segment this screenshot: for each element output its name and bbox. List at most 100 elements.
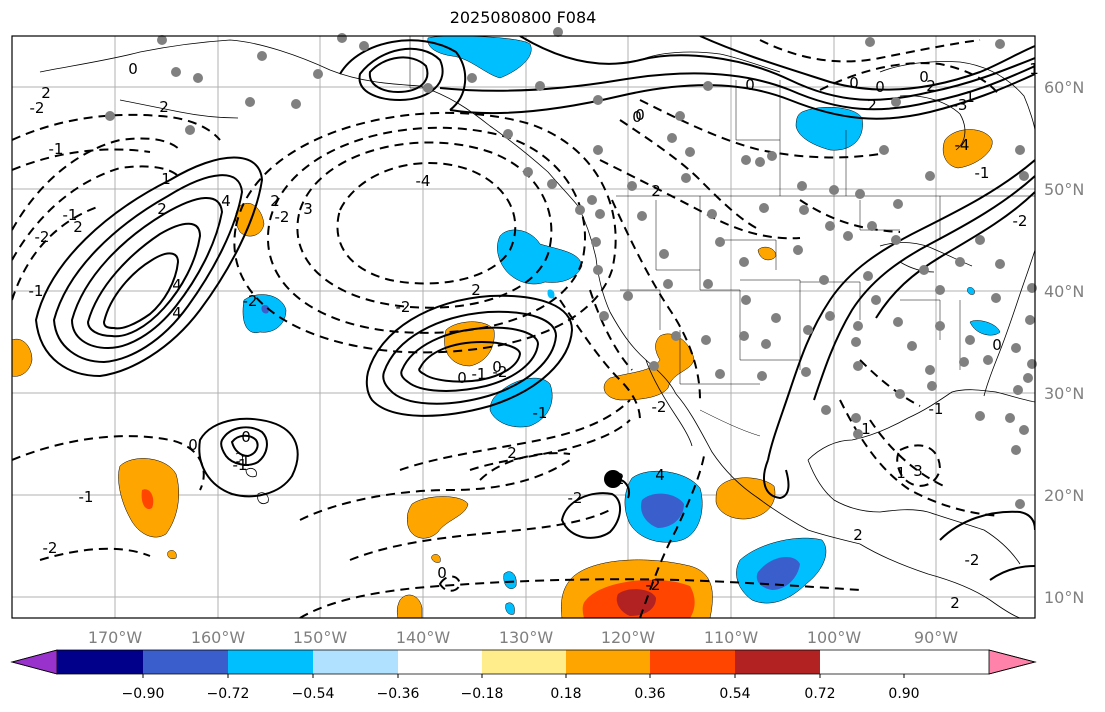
contour-label: 0 bbox=[457, 369, 467, 387]
contour-label: 0 bbox=[632, 108, 642, 126]
latitude-tick-label: 40°N bbox=[1044, 282, 1084, 301]
contour-label: 2 bbox=[926, 77, 936, 95]
contour-label: -2 bbox=[30, 99, 45, 117]
contour-label: -2 bbox=[35, 228, 50, 246]
contour-label: -2 bbox=[243, 292, 258, 310]
contour-label: 4 bbox=[655, 466, 665, 484]
contour-label: 2 bbox=[73, 218, 83, 236]
negative-contours bbox=[12, 39, 1001, 618]
contour-label: 2 bbox=[471, 281, 481, 299]
longitude-tick-label: 120°W bbox=[601, 628, 656, 647]
colorbar: −0.90 −0.72 −0.54 −0.36 −0.18 0.18 0.36 0.54 0.7… bbox=[10, 649, 1037, 702]
contour-label: -1 bbox=[975, 164, 990, 182]
contour-label: -1 bbox=[533, 404, 548, 422]
map-title: 2025080800 F084 bbox=[449, 8, 597, 27]
contour-label: -2 bbox=[610, 470, 625, 488]
colorbar-tick-label: 0.90 bbox=[888, 686, 919, 702]
longitude-tick-label: 100°W bbox=[807, 628, 862, 647]
colorbar-tick-label: 0.36 bbox=[634, 686, 665, 702]
contour-label: -1 bbox=[233, 456, 248, 474]
negative-anomaly-region bbox=[497, 229, 583, 285]
contour-label: -4 bbox=[955, 136, 970, 154]
colorbar-segment bbox=[143, 650, 228, 674]
positive-anomaly-region bbox=[406, 496, 469, 539]
contour-label: -1 bbox=[63, 206, 78, 224]
gridlines bbox=[12, 36, 1035, 618]
contour-label: 0 bbox=[241, 428, 251, 446]
contour-label: 2 bbox=[157, 200, 167, 218]
contour-label: -2 bbox=[652, 398, 667, 416]
positive-anomaly-region bbox=[12, 338, 33, 377]
contour-label: -3 bbox=[953, 96, 968, 114]
contour-label: 2 bbox=[867, 96, 877, 114]
contour-label: 3 bbox=[913, 462, 923, 480]
contour-label: 2 bbox=[507, 444, 517, 462]
contour-label: -2 bbox=[1013, 212, 1028, 230]
contour-label: 2 bbox=[651, 182, 661, 200]
longitude-tick-label: 160°W bbox=[191, 628, 246, 647]
colorbar-tick-label: 0.18 bbox=[550, 686, 581, 702]
contour-label: -2 bbox=[493, 363, 508, 381]
latitude-tick-label: 60°N bbox=[1044, 78, 1084, 97]
contour-label: -4 bbox=[416, 172, 431, 190]
positive-anomaly-region bbox=[715, 477, 776, 520]
contour-label: 0 bbox=[919, 68, 929, 86]
observation-stations bbox=[105, 27, 1037, 509]
contour-label: 2 bbox=[159, 98, 169, 116]
contour-label: 2 bbox=[950, 594, 960, 612]
latitude-axis: 60°N 50°N 40°N 30°N 20°N 10°N bbox=[1044, 78, 1084, 607]
contour-label: -1 bbox=[29, 282, 44, 300]
contour-label: 4 bbox=[221, 192, 231, 210]
negative-anomaly-region bbox=[427, 36, 532, 79]
contour-label: 0 bbox=[188, 436, 198, 454]
colorbar-segment bbox=[57, 650, 143, 674]
latitude-tick-label: 10°N bbox=[1044, 588, 1084, 607]
longitude-tick-label: 170°W bbox=[88, 628, 143, 647]
positive-contours bbox=[34, 36, 1035, 581]
contour-label: -2 bbox=[965, 551, 980, 569]
contour-label: 0 bbox=[745, 76, 755, 94]
contour-label: -1 bbox=[236, 452, 251, 470]
positive-anomaly-region bbox=[942, 129, 993, 169]
anomaly-shading bbox=[12, 36, 1001, 618]
contour-label: 4 bbox=[172, 276, 182, 294]
contour-label: -2 bbox=[646, 576, 661, 594]
contour-label: 1 bbox=[161, 170, 171, 188]
contour-label: 4 bbox=[172, 304, 182, 322]
contour-label: -2 bbox=[43, 539, 58, 557]
contour-label: 0 bbox=[875, 78, 885, 96]
latitude-tick-label: 50°N bbox=[1044, 180, 1084, 199]
contour-label: 0 bbox=[492, 358, 502, 376]
colorbar-segment bbox=[735, 650, 820, 674]
contour-label: 0 bbox=[635, 106, 645, 124]
colorbar-segment bbox=[482, 650, 566, 674]
longitude-tick-label: 150°W bbox=[293, 628, 348, 647]
contour-label: 0 bbox=[992, 336, 1002, 354]
latitude-tick-label: 20°N bbox=[1044, 486, 1084, 505]
contour-label: 0 bbox=[437, 564, 447, 582]
contour-label: 1 bbox=[896, 464, 906, 482]
colorbar-segment bbox=[313, 650, 398, 674]
colorbar-tick-label: 0.72 bbox=[804, 686, 835, 702]
plot-frame bbox=[11, 35, 1036, 619]
colorbar-extend-max bbox=[988, 649, 1037, 675]
colorbar-tick-label: −0.36 bbox=[377, 686, 420, 702]
contour-label: -1 bbox=[49, 140, 64, 158]
contour-label: -1 bbox=[79, 488, 94, 506]
contour-label: -2 bbox=[568, 489, 583, 507]
colorbar-segment bbox=[228, 650, 313, 674]
contour-label: 0 bbox=[849, 74, 859, 92]
colorbar-tick-label: −0.90 bbox=[122, 686, 165, 702]
longitude-axis: 170°W 160°W 150°W 140°W 130°W 120°W 110°W 100°W… bbox=[88, 628, 958, 647]
marker-point bbox=[604, 470, 622, 488]
plot-area bbox=[12, 36, 1035, 618]
contour-label: -1 bbox=[929, 400, 944, 418]
colorbar-tick-label: −0.18 bbox=[461, 686, 504, 702]
colorbar-tick-label: −0.72 bbox=[207, 686, 250, 702]
longitude-tick-label: 130°W bbox=[499, 628, 554, 647]
longitude-tick-label: 90°W bbox=[914, 628, 958, 647]
colorbar-tick-label: −0.54 bbox=[292, 686, 335, 702]
contour-label: 2 bbox=[270, 192, 280, 210]
